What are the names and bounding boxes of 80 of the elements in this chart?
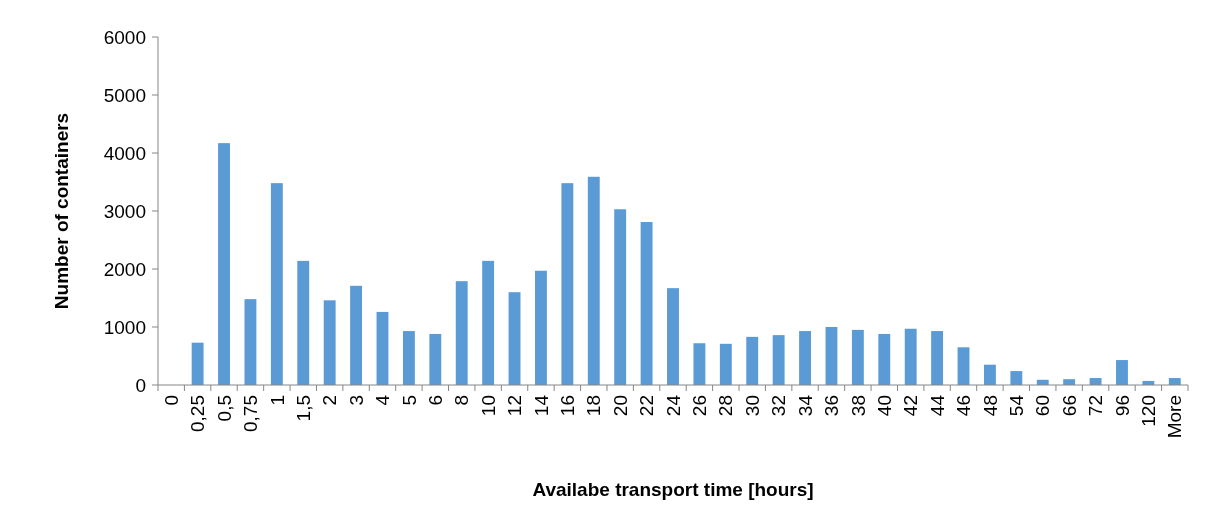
bar [429, 333, 442, 385]
x-tick-label: 46 [953, 395, 975, 417]
bar [693, 343, 706, 385]
x-axis-title: Availabe transport time [hours] [532, 479, 814, 500]
bar [402, 331, 415, 385]
bar [297, 260, 310, 385]
x-tick-label: 120 [1138, 395, 1160, 427]
x-tick-label: 26 [689, 395, 711, 417]
x-tick-label: 2 [319, 395, 341, 406]
x-tick-label: 48 [979, 395, 1001, 417]
x-tick-label: 5 [398, 395, 420, 406]
bar [376, 311, 389, 385]
x-tick-label: 36 [821, 395, 843, 417]
bar [191, 342, 204, 385]
x-tick-label: 6 [424, 395, 446, 406]
x-tick-label: 22 [636, 395, 658, 417]
x-tick-label: 12 [504, 395, 526, 417]
bar [270, 183, 283, 385]
bar [350, 285, 363, 385]
bar [983, 364, 996, 385]
bar [535, 270, 547, 385]
bar [244, 299, 257, 385]
bar [772, 335, 785, 385]
x-tick-label: 44 [926, 394, 948, 417]
x-tick-label: 66 [1058, 395, 1080, 417]
x-tick-label: 54 [1005, 394, 1027, 417]
x-tick-label: 60 [1032, 395, 1054, 417]
bar [218, 143, 230, 385]
bar [561, 183, 574, 385]
x-tick-label: 72 [1085, 395, 1107, 417]
x-tick-label: 1,5 [292, 395, 314, 422]
y-axis-title: Number of containers [51, 112, 72, 310]
x-tick-label: 40 [873, 395, 895, 417]
x-tick-label: 24 [662, 394, 684, 417]
x-tick-label: 3 [345, 395, 367, 406]
x-tick-label: 20 [609, 395, 631, 417]
bar [746, 336, 759, 385]
x-tick-label: 4 [372, 394, 394, 406]
x-tick-label: 42 [900, 395, 922, 417]
y-tick-label: 1000 [103, 316, 146, 338]
x-tick-label: 30 [741, 395, 763, 417]
bar [614, 209, 627, 385]
bar [640, 222, 653, 385]
bar [825, 327, 838, 385]
x-tick-label: 96 [1111, 395, 1133, 417]
bar [667, 288, 679, 385]
x-tick-label: 1 [266, 395, 288, 406]
y-tick-label: 6000 [103, 26, 146, 48]
x-tick-label: 0,5 [213, 395, 235, 422]
bar [455, 281, 468, 385]
y-tick-label: 3000 [103, 200, 146, 222]
bar [508, 292, 521, 385]
bar [904, 328, 917, 385]
x-tick-label: 34 [794, 394, 816, 417]
x-tick-label: 28 [715, 395, 737, 417]
y-tick-label: 5000 [103, 84, 146, 106]
x-tick-label: 14 [530, 394, 552, 417]
x-tick-label: 8 [451, 395, 473, 406]
bar [957, 347, 970, 385]
x-tick-label: 0,75 [240, 395, 262, 432]
x-tick-label: 18 [583, 395, 605, 417]
bar [1010, 371, 1023, 385]
x-tick-label: More [1164, 395, 1186, 439]
bar [878, 333, 891, 385]
x-tick-label: 38 [847, 395, 869, 417]
bar [323, 300, 336, 385]
bar [851, 329, 864, 385]
bar [799, 331, 811, 385]
x-tick-label: 0 [160, 395, 182, 406]
bar [587, 176, 600, 385]
bar [482, 260, 495, 385]
bar [1116, 360, 1128, 385]
y-tick-label: 4000 [103, 142, 146, 164]
x-tick-label: 10 [477, 395, 499, 417]
y-tick-label: 2000 [103, 258, 146, 280]
bar [931, 331, 944, 385]
x-tick-label: 16 [557, 395, 579, 417]
x-tick-label: 0,25 [187, 395, 209, 432]
x-tick-label: 32 [768, 395, 790, 417]
bar [719, 343, 732, 385]
